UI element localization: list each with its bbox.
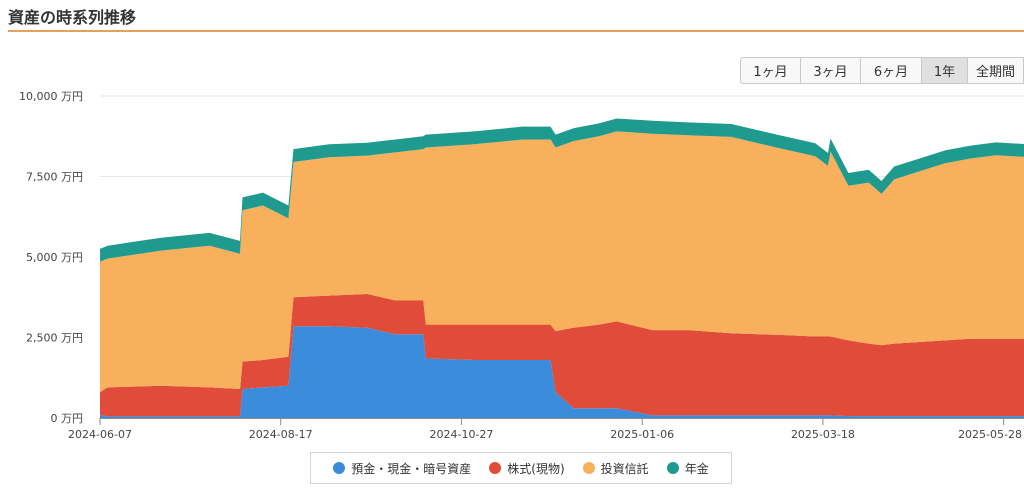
x-tick-label: 2024-08-17 (249, 428, 313, 441)
area-series-funds (100, 131, 1024, 393)
legend-marker-deposits (333, 462, 346, 474)
legend-label-deposits: 預金・現金・暗号資産 (351, 461, 472, 476)
legend-label-stocks: 株式(現物) (507, 461, 565, 476)
legend-marker-funds (582, 462, 595, 474)
area-series-deposits (100, 326, 1024, 418)
legend-label-pension: 年金 (684, 461, 709, 476)
area-series (100, 118, 1024, 418)
y-axis-tick-labels: 0 万円 2,500 万円 5,000 万円 7,500 万円 10,000 万円 (19, 90, 83, 425)
range-3-month-button[interactable]: 3ヶ月 (801, 57, 861, 84)
legend-label-funds: 投資信託 (600, 461, 649, 476)
legend-item-deposits[interactable]: 預金・現金・暗号資産 (333, 460, 471, 477)
legend-item-funds[interactable]: 投資信託 (582, 460, 649, 477)
chart-legend: 預金・現金・暗号資産 株式(現物) 投資信託 年金 (310, 452, 732, 484)
legend-item-pension[interactable]: 年金 (666, 460, 709, 477)
area-series-stocks (100, 294, 1024, 417)
legend-marker-pension (666, 462, 679, 474)
y-tick-label: 0 万円 (51, 412, 84, 425)
area-series-pension (100, 118, 1024, 262)
range-6-month-button[interactable]: 6ヶ月 (861, 57, 922, 84)
page-title: 資産の時系列推移 (8, 8, 137, 27)
range-selector: 1ヶ月 3ヶ月 6ヶ月 1年 全期間 (740, 57, 1024, 84)
x-axis: 2024-06-07 2024-08-17 2024-10-27 2025-01-06… (68, 418, 1024, 441)
y-tick-label: 7,500 万円 (26, 171, 83, 184)
x-tick-label: 2025-05-28 (958, 428, 1022, 441)
x-tick-label: 2024-10-27 (429, 428, 493, 441)
range-1-year-button[interactable]: 1年 (922, 57, 968, 84)
y-tick-label: 10,000 万円 (19, 90, 83, 103)
range-all-button[interactable]: 全期間 (968, 57, 1024, 84)
legend-marker-stocks (489, 462, 502, 474)
legend-item-stocks[interactable]: 株式(現物) (489, 460, 565, 477)
x-tick-label: 2025-01-06 (610, 428, 674, 441)
asset-area-chart: 0 万円 2,500 万円 5,000 万円 7,500 万円 10,000 万円 20… (19, 90, 1024, 441)
title-underline (8, 30, 1024, 32)
x-tick-label: 2025-03-18 (791, 428, 855, 441)
y-tick-label: 5,000 万円 (26, 251, 83, 264)
y-tick-label: 2,500 万円 (26, 332, 83, 345)
range-1-month-button[interactable]: 1ヶ月 (740, 57, 801, 84)
x-tick-label: 2024-06-07 (68, 428, 132, 441)
